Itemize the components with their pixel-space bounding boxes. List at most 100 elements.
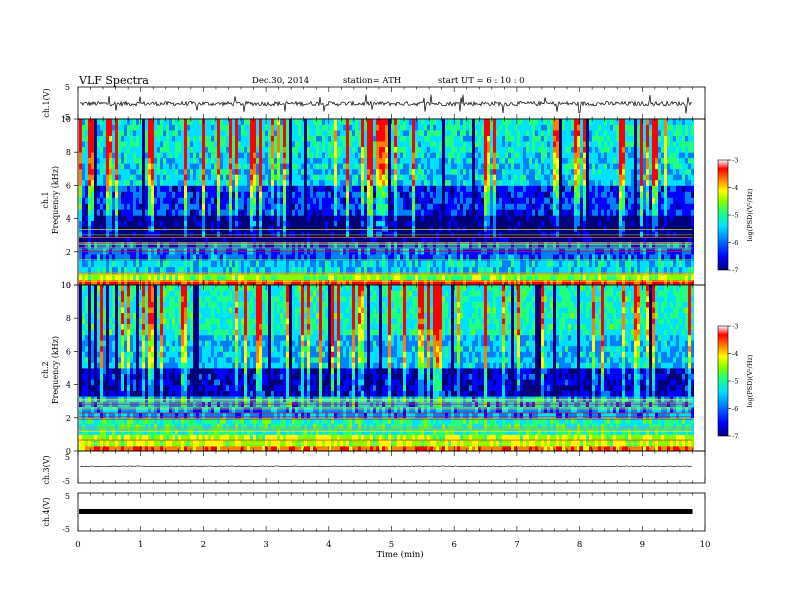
spectrogram-cell: [88, 266, 91, 274]
spectrogram-cell: [535, 130, 538, 136]
spectrogram-cell: [283, 168, 286, 175]
spectrogram-cell: [574, 215, 577, 221]
spectrogram-cell: [430, 236, 433, 243]
spectrogram-cell: [553, 266, 556, 274]
spectrogram-cell: [544, 241, 547, 249]
spectrogram-cell: [307, 197, 310, 204]
spectrogram-cell: [490, 215, 493, 221]
spectrogram-cell: [343, 197, 346, 204]
spectrogram-cell: [580, 225, 583, 232]
spectrogram-cell: [166, 168, 169, 175]
spectrogram-cell: [481, 191, 484, 198]
spectrogram-cell: [322, 130, 325, 136]
spectrogram-cell: [247, 141, 250, 147]
spectrogram-cell: [256, 163, 259, 170]
spectrogram-cell: [574, 185, 577, 192]
spectrogram-cell: [253, 254, 256, 261]
spectrogram-cell: [190, 236, 193, 243]
spectrogram-cell: [223, 231, 226, 237]
spectrogram-cell: [424, 185, 427, 192]
spectrogram-cell: [376, 168, 379, 175]
spectrogram-cell: [574, 209, 577, 216]
spectrogram-cell: [139, 203, 142, 210]
spectrogram-cell: [574, 157, 577, 164]
spectrogram-cell: [466, 191, 469, 198]
spectrogram-cell: [508, 157, 511, 164]
spectrogram-cell: [223, 254, 226, 261]
spectrogram-cell: [145, 260, 148, 268]
spectrogram-cell: [322, 141, 325, 147]
spectrogram-cell: [175, 185, 178, 192]
spectrogram-cell: [568, 273, 571, 281]
spectrogram-cell: [529, 220, 532, 227]
spectrogram-cell: [328, 146, 331, 153]
spectrogram-cell: [532, 146, 535, 153]
spectrogram-cell: [460, 209, 463, 216]
spectrogram-cell: [136, 179, 139, 186]
spectrogram-cell: [217, 220, 220, 227]
spectrogram-cell: [463, 157, 466, 164]
spectrogram-cell: [433, 280, 436, 286]
spectrogram-cell: [511, 157, 514, 164]
spectrogram-cell: [277, 130, 280, 136]
spectrogram-cell: [79, 231, 82, 237]
spectrogram-cell: [223, 225, 226, 232]
spectrogram-cell: [100, 152, 103, 159]
spectrogram-cell: [301, 280, 304, 286]
spectrogram-cell: [499, 236, 502, 243]
spectrogram-cell: [289, 236, 292, 243]
spectrogram-cell: [391, 241, 394, 249]
spectrogram-cell: [457, 260, 460, 268]
spectrogram-cell: [451, 215, 454, 221]
spectrogram-cell: [571, 146, 574, 153]
spectrogram-cell: [136, 191, 139, 198]
spectrogram-cell: [373, 273, 376, 281]
spectrogram-cell: [313, 266, 316, 274]
spectrogram-cell: [532, 163, 535, 170]
spectrogram-cell: [178, 179, 181, 186]
spectrogram-cell: [253, 130, 256, 136]
spectrogram-cell: [328, 135, 331, 142]
spectrogram-cell: [289, 220, 292, 227]
spectrogram-cell: [148, 163, 151, 170]
spectrogram-cell: [88, 260, 91, 268]
spectrogram-cell: [355, 157, 358, 164]
spectrogram-cell: [214, 220, 217, 227]
spectrogram-cell: [409, 119, 412, 125]
spectrogram-cell: [343, 241, 346, 249]
spectrogram-cell: [289, 119, 292, 125]
spectrogram-cell: [571, 157, 574, 164]
spectrogram-cell: [430, 135, 433, 142]
spectrogram-cell: [310, 280, 313, 286]
spectrogram-cell: [373, 179, 376, 186]
spectrogram-cell: [415, 163, 418, 170]
spectrogram-cell: [484, 152, 487, 159]
spectrogram-cell: [556, 185, 559, 192]
spectrogram-cell: [475, 209, 478, 216]
spectrogram-cell: [289, 130, 292, 136]
spectrogram-cell: [304, 225, 307, 232]
spectrogram-cell: [82, 168, 85, 175]
spectrogram-cell: [271, 191, 274, 198]
spectrogram-cell: [220, 225, 223, 232]
spectrogram-cell: [550, 215, 553, 221]
spectrogram-cell: [403, 254, 406, 261]
spectrogram-cell: [268, 203, 271, 210]
spectrogram-cell: [418, 163, 421, 170]
spectrogram-cell: [316, 174, 319, 181]
spectrogram-cell: [505, 157, 508, 164]
spectrogram-cell: [94, 130, 97, 136]
spectrogram-cell: [577, 215, 580, 221]
spectrogram-cell: [109, 225, 112, 232]
spectrogram-cell: [541, 163, 544, 170]
spectrogram-cell: [547, 168, 550, 175]
spectrogram-cell: [502, 209, 505, 216]
spectrogram-cell: [397, 254, 400, 261]
spectrogram-cell: [259, 163, 262, 170]
spectrogram-cell: [355, 146, 358, 153]
spectrogram-cell: [472, 174, 475, 181]
spectrogram-cell: [106, 119, 109, 125]
spectrogram-cell: [262, 225, 265, 232]
spectrogram-cell: [553, 119, 556, 125]
spectrogram-cell: [562, 130, 565, 136]
